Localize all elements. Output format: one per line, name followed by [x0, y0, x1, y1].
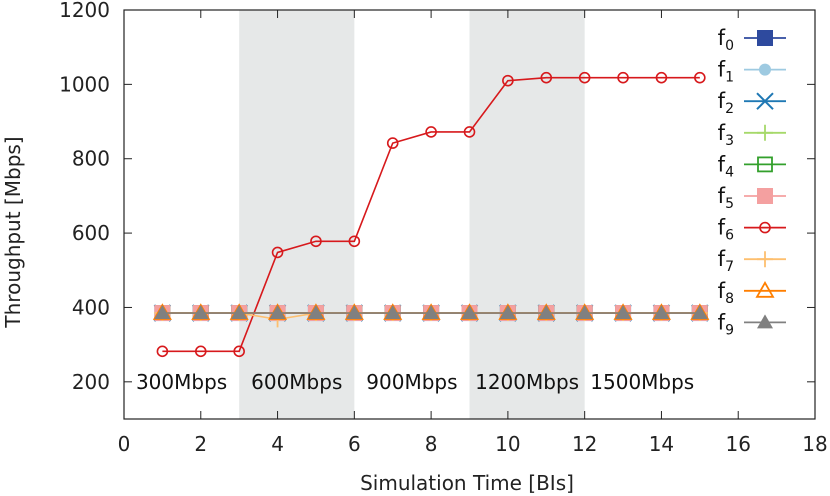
- x-tick-label: 18: [802, 432, 827, 456]
- legend-marker: [759, 63, 771, 76]
- x-axis-label: Simulation Time [BIs]: [360, 471, 574, 495]
- legend-label: f7: [718, 247, 734, 275]
- series-f6: [156, 71, 706, 358]
- data-point: [231, 305, 248, 320]
- data-point: [386, 137, 399, 149]
- legend-label: f1: [718, 58, 734, 86]
- legend-label: f2: [718, 89, 734, 117]
- legend-entry-f2: f2: [718, 89, 786, 117]
- legend-label: f5: [718, 184, 734, 212]
- y-tick-label: 800: [72, 147, 110, 171]
- data-point: [384, 305, 401, 320]
- data-point: [499, 305, 516, 320]
- data-point: [346, 305, 363, 320]
- x-tick-label: 4: [271, 432, 284, 456]
- y-tick-label: 1000: [59, 72, 110, 96]
- legend-marker: [757, 124, 773, 141]
- series-line: [162, 76, 700, 353]
- bandwidth-annotation: 1500Mbps: [590, 370, 694, 394]
- data-point: [615, 305, 632, 320]
- data-point: [271, 246, 284, 259]
- axis-ticks: 0 2 4 6 8 10 12 14 16 18 200 400 600 800 1000 1200: [59, 0, 828, 456]
- data-point: [156, 345, 169, 358]
- data-point: [307, 305, 324, 320]
- data-point: [617, 71, 629, 84]
- legend-entry-f1: f1: [718, 58, 786, 86]
- data-point: [192, 305, 209, 320]
- plot-frame: [123, 9, 816, 420]
- shaded-bands: [239, 10, 585, 419]
- data-point: [576, 305, 593, 320]
- data-point: [653, 305, 670, 320]
- data-point: [578, 71, 591, 84]
- data-point: [694, 71, 706, 84]
- y-tick-label: 400: [72, 295, 110, 319]
- data-point: [310, 235, 322, 248]
- legend-marker: [759, 221, 771, 234]
- plot-border: [123, 9, 816, 420]
- bandwidth-annotation: 600Mbps: [251, 370, 342, 394]
- data-point: [194, 345, 207, 358]
- bandwidth-annotation: 900Mbps: [366, 370, 457, 394]
- legend-entry-f8: f8: [718, 279, 786, 307]
- data-point: [423, 305, 440, 320]
- legend-entry-f6: f6: [718, 216, 786, 244]
- data-point: [461, 305, 478, 320]
- x-tick-label: 8: [425, 432, 438, 456]
- data-point: [691, 305, 708, 320]
- bandwidth-annotations: 300Mbps 600Mbps 900Mbps 1200Mbps 1500Mbps: [136, 370, 694, 394]
- data-point: [154, 305, 171, 320]
- x-tick-label: 12: [572, 432, 597, 456]
- shaded-band: [469, 10, 585, 419]
- legend-marker: [756, 92, 774, 110]
- legend-label: f9: [718, 310, 734, 338]
- legend-marker: [757, 314, 773, 329]
- x-tick-label: 6: [348, 432, 361, 456]
- y-tick-label: 200: [72, 370, 110, 394]
- data-point: [348, 235, 361, 248]
- data-point: [655, 71, 668, 84]
- legend-label: f6: [718, 216, 734, 244]
- legend-label: f3: [718, 121, 734, 149]
- x-tick-label: 14: [649, 432, 674, 456]
- legend-marker: [755, 280, 775, 298]
- legend-entry-f3: f3: [718, 121, 786, 149]
- legend-entry-f5: f5: [718, 184, 786, 212]
- x-tick-label: 2: [194, 432, 207, 456]
- data-point: [425, 126, 437, 138]
- legend-label: f8: [718, 279, 734, 307]
- x-tick-label: 10: [495, 432, 520, 456]
- legend-entry-f4: f4: [718, 152, 786, 180]
- legend-entry-f9: f9: [718, 310, 786, 338]
- bandwidth-annotation: 300Mbps: [136, 370, 227, 394]
- x-tick-label: 16: [725, 432, 750, 456]
- data-point: [233, 345, 245, 358]
- series-group: [152, 71, 710, 358]
- data-point: [269, 305, 286, 320]
- data-point: [463, 126, 476, 138]
- shaded-band: [239, 10, 355, 419]
- data-point: [538, 305, 555, 320]
- x-tick-label: 0: [118, 432, 131, 456]
- legend-label: f4: [718, 152, 734, 180]
- legend-label: f0: [718, 26, 734, 54]
- legend-entry-f0: f0: [718, 26, 786, 54]
- y-tick-label: 600: [72, 221, 110, 245]
- y-tick-label: 1200: [59, 0, 110, 22]
- legend-entry-f7: f7: [718, 247, 786, 275]
- legend-marker: [757, 156, 773, 173]
- legend-marker: [757, 188, 773, 204]
- data-point: [540, 71, 553, 84]
- y-axis-label: Throughput [Mbps]: [1, 136, 25, 328]
- data-point: [502, 74, 514, 87]
- series-f9: [154, 305, 708, 320]
- bandwidth-annotation: 1200Mbps: [475, 370, 579, 394]
- legend: f0 f1 f2 f3 f4 f5 f6 f7 f8 f9: [718, 26, 786, 338]
- legend-marker: [757, 30, 773, 46]
- legend-marker: [757, 251, 773, 268]
